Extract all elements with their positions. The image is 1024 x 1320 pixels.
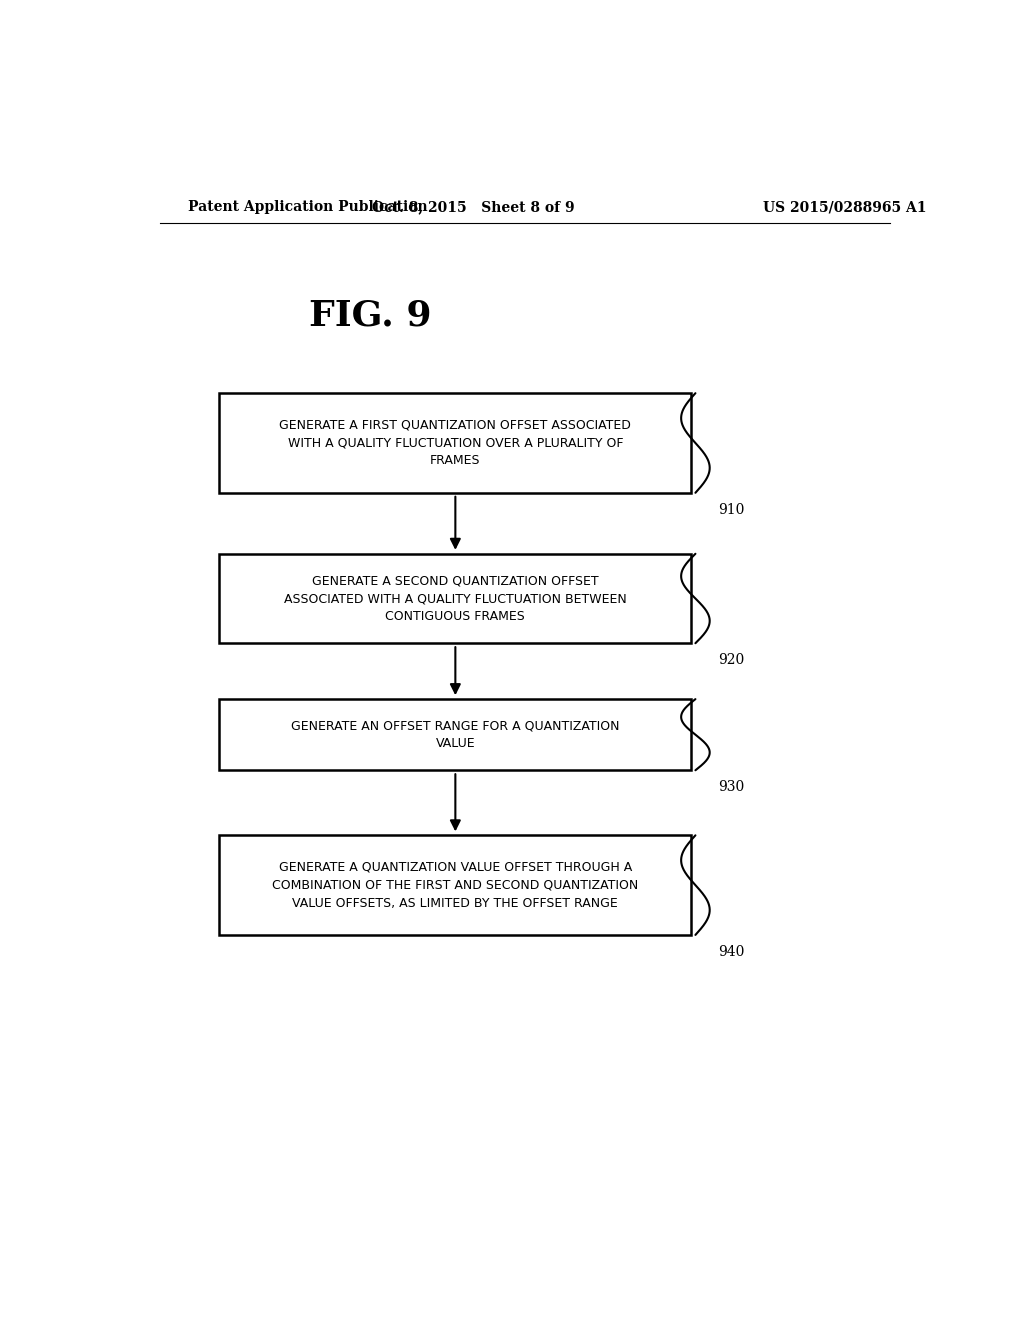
Text: GENERATE A SECOND QUANTIZATION OFFSET
ASSOCIATED WITH A QUALITY FLUCTUATION BETW: GENERATE A SECOND QUANTIZATION OFFSET AS… [284,574,627,623]
Text: GENERATE A FIRST QUANTIZATION OFFSET ASSOCIATED
WITH A QUALITY FLUCTUATION OVER : GENERATE A FIRST QUANTIZATION OFFSET ASS… [280,418,632,467]
Text: GENERATE A QUANTIZATION VALUE OFFSET THROUGH A
COMBINATION OF THE FIRST AND SECO: GENERATE A QUANTIZATION VALUE OFFSET THR… [272,861,639,909]
Bar [219,836,691,935]
Text: US 2015/0288965 A1: US 2015/0288965 A1 [763,201,927,214]
Text: 940: 940 [718,945,744,960]
Text: 930: 930 [718,780,743,795]
Bar [219,393,691,492]
Text: Oct. 8, 2015   Sheet 8 of 9: Oct. 8, 2015 Sheet 8 of 9 [372,201,574,214]
Bar [219,554,691,643]
Bar [219,700,691,771]
Text: GENERATE AN OFFSET RANGE FOR A QUANTIZATION
VALUE: GENERATE AN OFFSET RANGE FOR A QUANTIZAT… [291,719,620,750]
Text: FIG. 9: FIG. 9 [309,298,431,333]
Text: 920: 920 [718,653,743,668]
Text: 910: 910 [718,503,744,517]
Text: Patent Application Publication: Patent Application Publication [187,201,427,214]
